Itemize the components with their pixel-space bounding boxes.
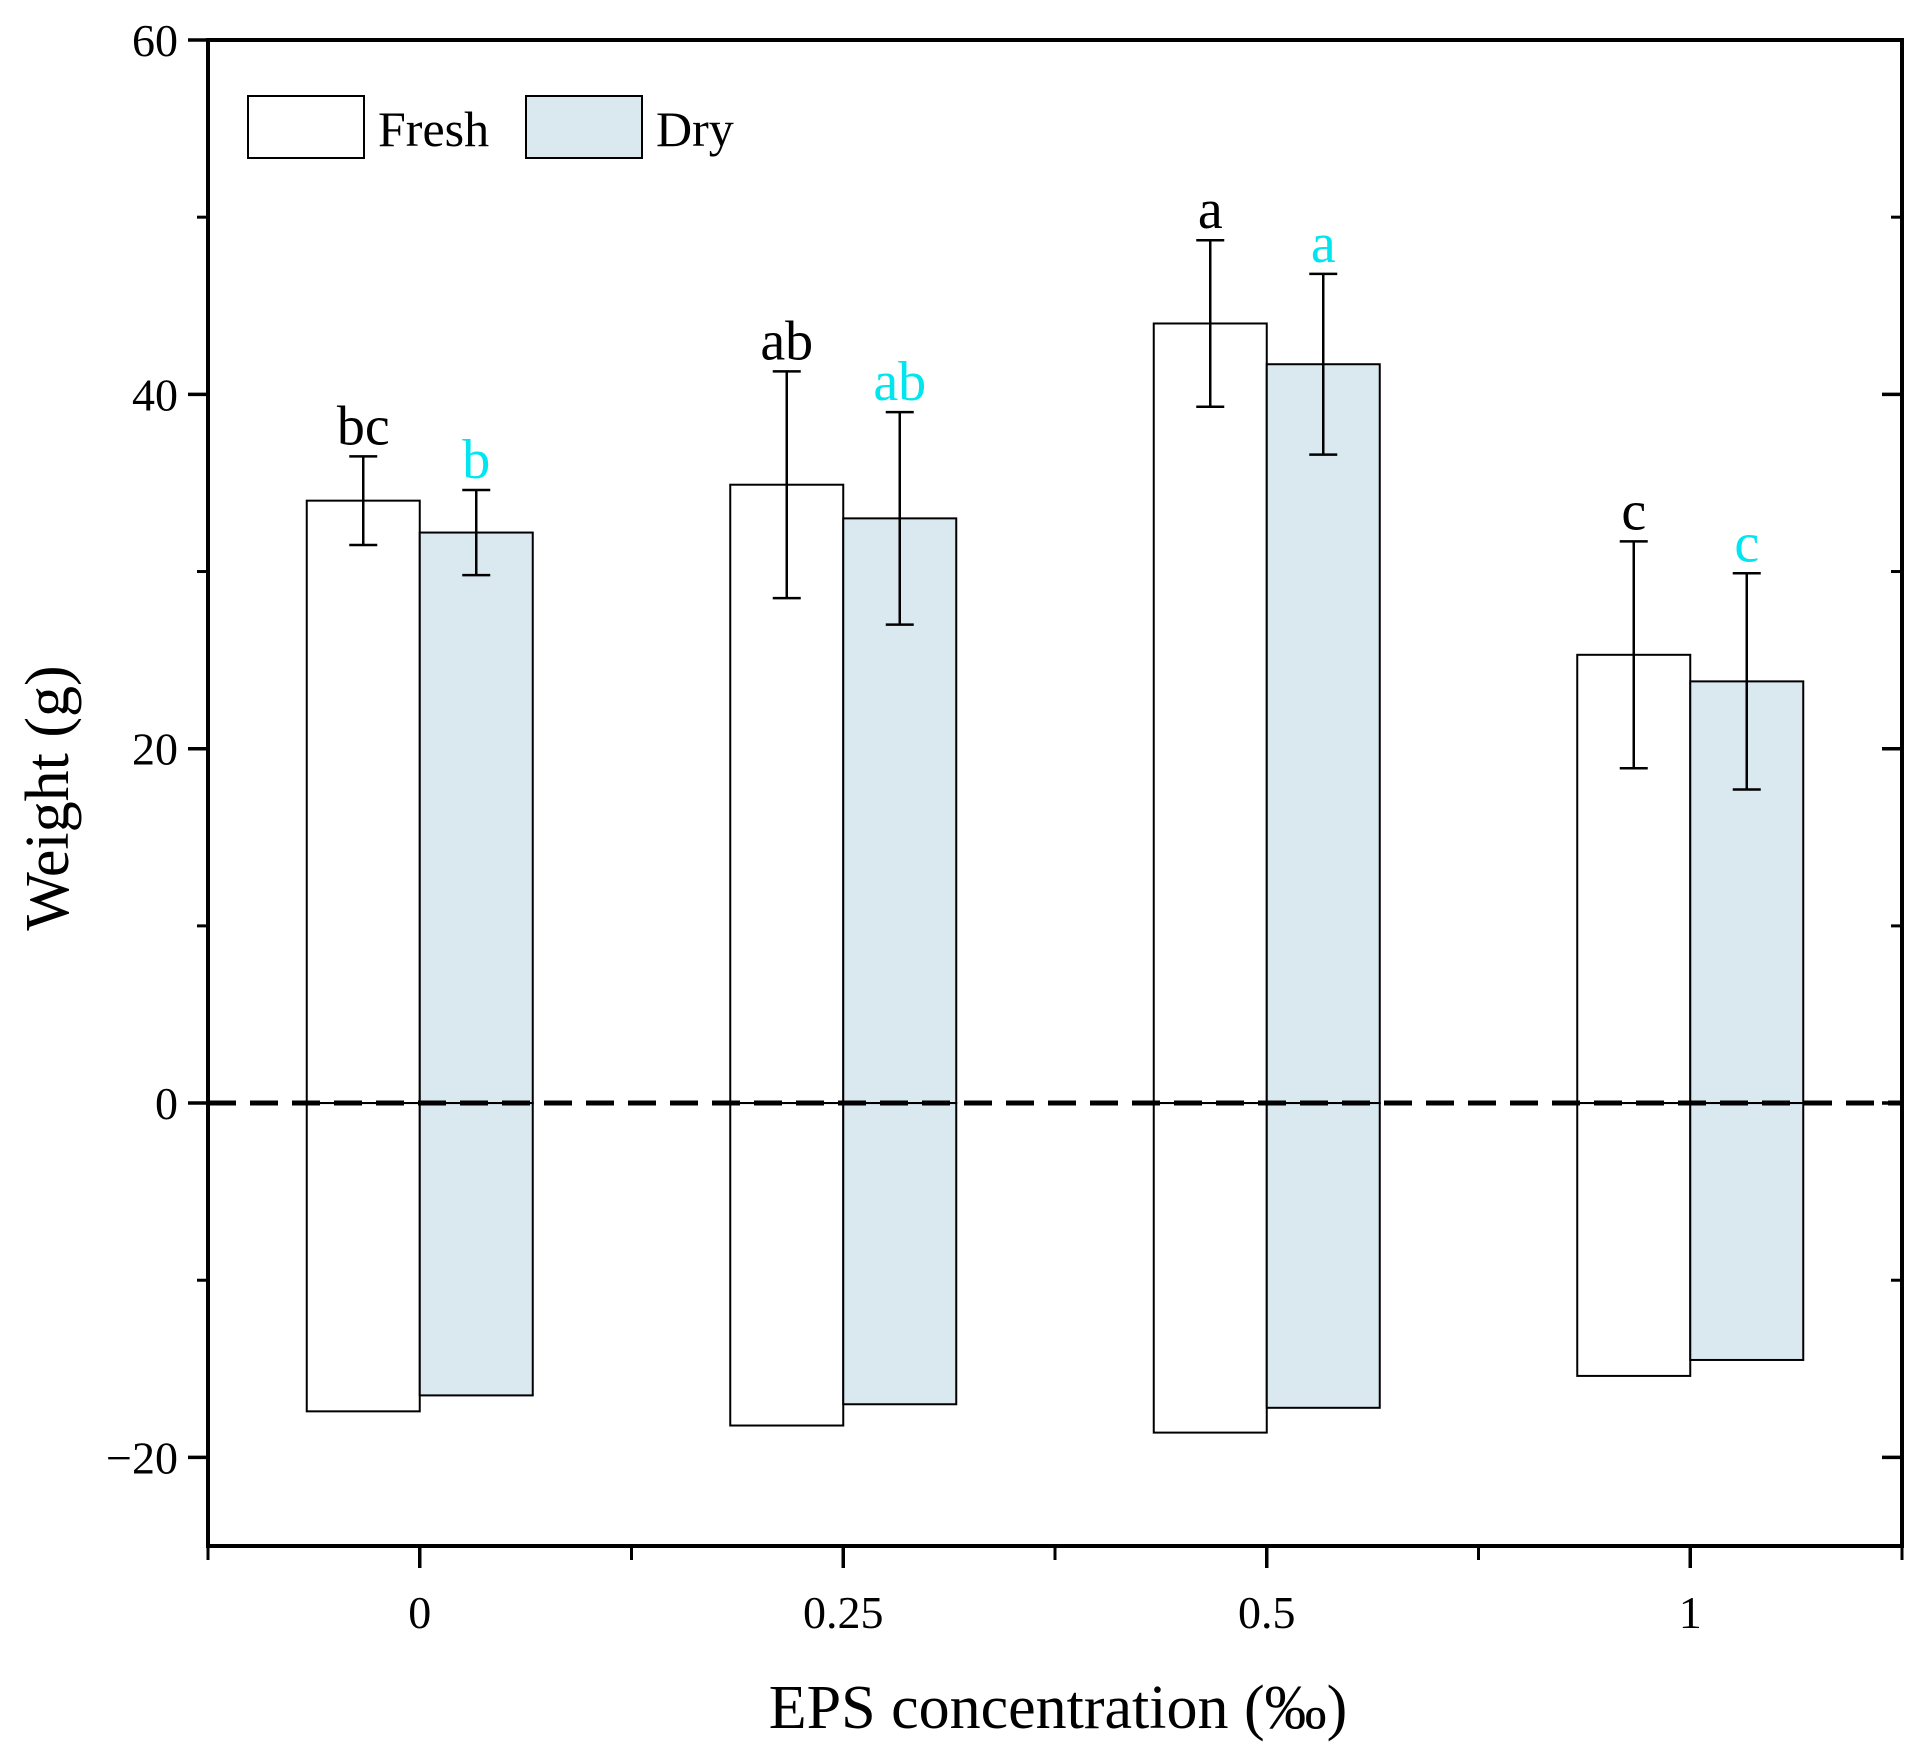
y-tick-label: 60 bbox=[132, 15, 178, 66]
significance-letter-fresh: a bbox=[1198, 179, 1223, 241]
bar-fresh-positive bbox=[1152, 322, 1268, 1105]
bar-fresh-negative bbox=[1152, 1102, 1268, 1434]
significance-letter-dry: c bbox=[1734, 512, 1759, 574]
x-axis-title: EPS concentration (‰) bbox=[769, 1674, 1348, 1742]
bar-dry-negative bbox=[1689, 1102, 1805, 1361]
bar-fresh-negative bbox=[305, 1102, 421, 1413]
significance-letters-layer: bc ab a c b ab a c bbox=[337, 179, 1759, 574]
significance-letter-fresh: c bbox=[1621, 480, 1646, 542]
significance-letter-fresh: ab bbox=[760, 310, 813, 372]
bar-dry-positive bbox=[418, 531, 534, 1105]
bar-dry-negative bbox=[1265, 1102, 1381, 1409]
legend-label-fresh: Fresh bbox=[378, 101, 489, 157]
y-tick-label: 40 bbox=[132, 369, 178, 420]
bar-fresh-positive bbox=[305, 499, 421, 1105]
bar-fresh-negative bbox=[729, 1102, 845, 1427]
significance-letter-dry: ab bbox=[873, 351, 926, 413]
axes-layer: −20 0 20 40 60 0 0.25 0.5 1 bbox=[106, 15, 1904, 1638]
legend-swatch-fresh bbox=[247, 95, 365, 159]
bar-dry-positive bbox=[1265, 363, 1381, 1105]
significance-letter-dry: b bbox=[462, 429, 490, 491]
y-axis-title: Weight (g) bbox=[14, 665, 82, 930]
bar-dry-negative bbox=[842, 1102, 958, 1406]
legend: Fresh Dry bbox=[247, 95, 734, 159]
bar-fresh-negative bbox=[1576, 1102, 1692, 1377]
x-tick-label: 1 bbox=[1679, 1587, 1702, 1638]
y-tick-label: 20 bbox=[132, 724, 178, 775]
bars-layer bbox=[305, 322, 1805, 1434]
error-bars-layer bbox=[349, 238, 1761, 791]
y-tick-label: 0 bbox=[155, 1078, 178, 1129]
x-tick-label: 0 bbox=[408, 1587, 431, 1638]
significance-letter-dry: a bbox=[1311, 213, 1336, 275]
legend-label-dry: Dry bbox=[656, 101, 734, 157]
legend-swatch-dry bbox=[525, 95, 643, 159]
y-tick-label: −20 bbox=[106, 1432, 178, 1483]
bar-dry-negative bbox=[418, 1102, 534, 1397]
x-tick-label: 0.25 bbox=[803, 1587, 884, 1638]
significance-letter-fresh: bc bbox=[337, 395, 390, 457]
x-tick-label: 0.5 bbox=[1238, 1587, 1296, 1638]
